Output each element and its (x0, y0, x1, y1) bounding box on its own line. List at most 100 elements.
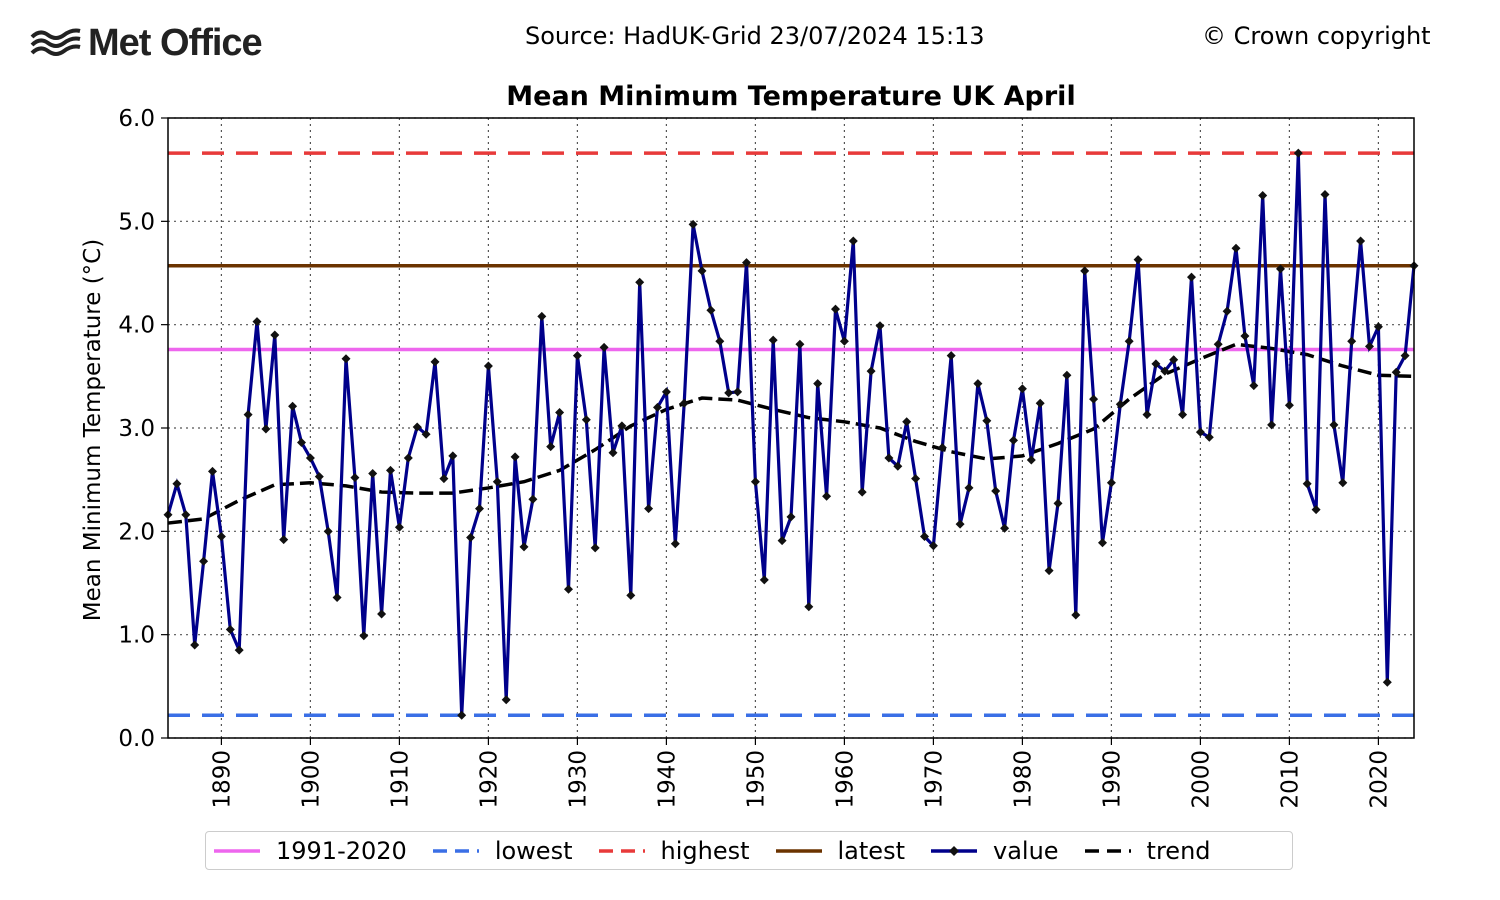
value-point (1009, 435, 1018, 445)
value-point (581, 415, 591, 425)
y-tick-label: 0.0 (118, 726, 155, 752)
value-point (430, 357, 440, 367)
value-point (1240, 331, 1250, 341)
value-point (261, 424, 271, 434)
value-point (911, 474, 921, 484)
value-point (724, 388, 734, 398)
copyright-label: © Crown copyright (1202, 22, 1431, 50)
value-point (759, 575, 769, 585)
value-point (1178, 410, 1188, 420)
value-point (412, 422, 422, 432)
value-point (991, 486, 1001, 496)
value-point (1249, 381, 1259, 391)
logo-text: Met Office (88, 22, 263, 64)
value-point (1089, 394, 1099, 404)
legend-label: 1991-2020 (276, 836, 407, 865)
value-point (626, 590, 636, 600)
value-point (982, 416, 992, 426)
value-point (448, 451, 458, 461)
value-point (831, 304, 840, 314)
y-tick-label: 2.0 (118, 519, 155, 545)
legend-swatch (930, 845, 977, 856)
legend-item-latest: latest (774, 837, 905, 865)
x-tick-label: 1980 (1010, 750, 1036, 809)
value-point (1044, 566, 1054, 576)
x-tick-label: 2020 (1366, 750, 1392, 809)
value-point (884, 453, 894, 463)
value-point (608, 448, 618, 458)
value-point (1373, 322, 1383, 332)
value-series (163, 148, 1419, 720)
value-point (1017, 384, 1027, 394)
y-tick-label: 4.0 (118, 313, 155, 339)
value-point (920, 532, 929, 541)
value-point (199, 556, 209, 566)
trend-line (167, 342, 1415, 525)
value-point (1035, 398, 1045, 408)
legend-swatch (598, 848, 645, 853)
value-point (857, 487, 867, 497)
value-point (1204, 432, 1214, 442)
legend-label: lowest (494, 836, 573, 865)
value-point (1133, 255, 1143, 265)
value-point (1347, 336, 1357, 346)
value-point (243, 410, 253, 420)
grid (168, 117, 1414, 739)
value-point (181, 510, 191, 520)
legend-label: trend (1146, 836, 1211, 865)
value-point (1169, 355, 1179, 365)
x-tick-label: 1950 (743, 750, 769, 809)
value-point (590, 543, 600, 553)
value-point (457, 710, 467, 720)
value-point (1080, 266, 1090, 276)
value-point (537, 311, 547, 321)
legend-swatch (775, 848, 822, 853)
value-point (715, 336, 725, 346)
value-point (323, 526, 333, 536)
value-point (501, 695, 511, 705)
value-point (839, 336, 849, 346)
x-tick-label: 1990 (1099, 750, 1125, 809)
value-point (216, 532, 226, 541)
value-point (786, 512, 796, 522)
value-point (1222, 306, 1232, 316)
value-point (403, 453, 413, 463)
value-point (234, 645, 244, 655)
value-point (350, 473, 360, 483)
value-point (555, 408, 565, 417)
legend-label: highest (660, 836, 750, 865)
value-point (332, 592, 342, 602)
x-tick-label: 1960 (832, 750, 858, 809)
value-point (1062, 370, 1072, 380)
value-point (937, 443, 947, 453)
value-point (599, 342, 609, 352)
x-tick-label: 1930 (565, 750, 591, 809)
legend-item-value: value (929, 837, 1059, 865)
value-point (492, 477, 502, 487)
x-tick-label: 2010 (1277, 750, 1303, 809)
value-point (617, 421, 627, 431)
legend-item-1991-2020: 1991-2020 (212, 837, 407, 865)
value-point (1329, 420, 1339, 430)
value-point (564, 584, 573, 594)
value-point (1311, 505, 1321, 515)
value-point (1293, 148, 1303, 158)
value-point (1365, 341, 1374, 351)
value-point (483, 361, 493, 371)
x-tick-label: 1890 (209, 750, 235, 809)
value-point (528, 494, 538, 504)
reference-lines (168, 151, 1414, 718)
value-point (1026, 455, 1036, 465)
legend-swatch (1084, 848, 1131, 853)
value-point (225, 625, 235, 634)
value-point (928, 541, 938, 551)
value-point (1053, 498, 1063, 508)
value-point (1320, 189, 1330, 199)
value-point (1267, 420, 1277, 430)
legend-item-trend: trend (1083, 837, 1211, 865)
value-point (421, 429, 431, 439)
value-point (1258, 191, 1268, 200)
value-point (288, 401, 298, 411)
legend-item-lowest: lowest (431, 837, 573, 865)
value-point (572, 351, 582, 361)
